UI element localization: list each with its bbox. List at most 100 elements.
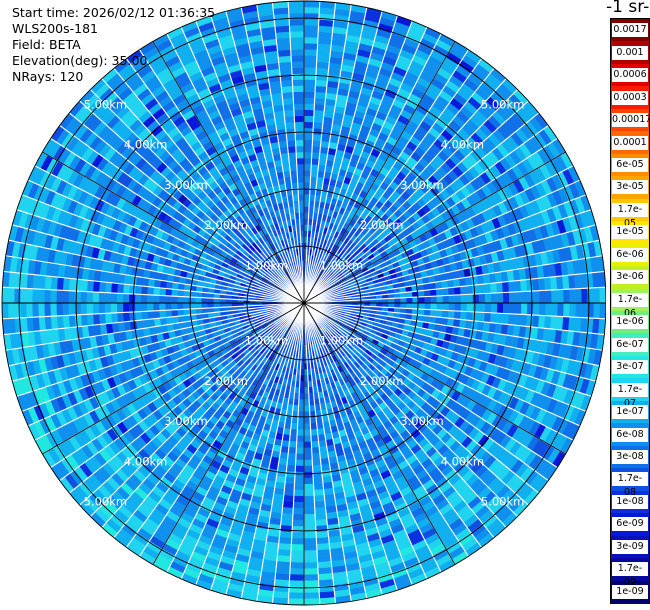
heatmap-cell [38,302,45,318]
heatmap-cell [171,288,179,297]
heatmap-cell [496,302,504,314]
heatmap-cell [303,175,311,183]
heatmap-cell [460,294,468,304]
heatmap-cell [152,302,160,312]
heatmap-cell [406,297,413,304]
heatmap-cell [593,302,601,319]
heatmap-cell [282,495,295,503]
heatmap-cell [303,459,313,467]
heatmap-cell [526,302,534,316]
heatmap-cell [165,309,173,318]
heatmap-cell [50,315,58,330]
heatmap-cell [19,302,27,319]
heatmap-cell [465,311,474,321]
heatmap-cell [310,434,319,442]
heatmap-cell [496,292,504,304]
heatmap-cell [312,121,324,130]
heatmap-cell [447,310,456,320]
heatmap-cell [514,280,522,293]
heatmap-cell [293,489,305,497]
heatmap-cell [303,568,319,576]
heatmap-cell [146,302,154,312]
heatmap-cell [316,49,331,57]
heatmap-cell [134,311,143,321]
heatmap-cell [316,549,331,557]
heatmap-cell [314,91,327,99]
heatmap-cell [483,312,492,323]
heatmap-cell [424,302,432,310]
heatmap-cell [454,294,462,304]
heatmap-cell [128,311,137,322]
heatmap-cell [182,302,190,310]
heatmap-cell [303,562,319,569]
heatmap-cell [490,292,498,304]
heatmap-cell [312,133,322,142]
heatmap-cell [164,302,172,311]
heatmap-cell [311,440,320,448]
heatmap-cell [128,284,137,295]
heatmap-cell [303,435,312,443]
heatmap-cell [170,302,178,311]
heatmap-cell [289,568,305,576]
heatmap-cell [406,302,413,309]
heatmap-cell [303,1,321,8]
heatmap-cell [303,6,320,14]
heatmap-cell [312,476,324,485]
heatmap-cell [152,286,161,296]
heatmap-cell [295,459,305,467]
heatmap-cell [80,314,88,327]
heatmap-cell [44,302,51,317]
heatmap-cell [556,275,564,290]
heatmap-cell [478,302,486,313]
heatmap-cell [296,429,305,437]
heatmap-cell [68,290,76,304]
heatmap-cell [104,312,112,325]
heatmap-cell [314,85,327,93]
heatmap-cell [520,302,528,315]
heatmap-cell [303,181,311,189]
heatmap-cell [569,302,577,318]
heatmap-cell [314,501,326,509]
heatmap-cell [92,291,100,304]
heatmap-cell [545,302,552,317]
heatmap-cell [317,43,332,51]
heatmap-cell [195,297,202,304]
heatmap-cell [551,289,558,304]
heatmap-cell [569,288,577,304]
heatmap-cell [489,312,498,324]
heatmap-cell [62,290,69,304]
heatmap-cell [287,452,297,461]
heatmap-cell [62,302,69,316]
heatmap-cell [315,519,328,527]
heatmap-cell [290,544,305,551]
heatmap-cell [316,55,331,63]
heatmap-cell [292,507,305,515]
heatmap-cell [303,55,318,62]
heatmap-cell [68,302,76,316]
heatmap-cell [538,315,546,329]
heatmap-cell [152,310,161,320]
heatmap-cell [284,482,295,491]
heatmap-cell [311,151,321,160]
heatmap-cell [68,278,76,292]
heatmap-cell [283,488,295,497]
heatmap-cell [508,291,516,304]
heatmap-cell [303,163,312,171]
heatmap-cell [502,302,510,314]
heatmap-cell [176,296,184,304]
heatmap-cell [313,495,326,503]
heatmap-cell [312,464,322,473]
heatmap-cell [31,302,39,318]
heatmap-cell [116,302,124,314]
heatmap-cell [303,556,318,563]
heatmap-cell [116,283,125,294]
heatmap-cell [284,476,296,485]
heatmap-cell [303,61,317,68]
heatmap-cell [430,295,438,304]
heatmap-cell [557,302,564,317]
heatmap-cell [303,441,312,449]
heatmap-cell [303,115,315,123]
heatmap-cell [295,447,305,455]
heatmap-cell [303,133,314,141]
heatmap-cell [303,580,320,588]
